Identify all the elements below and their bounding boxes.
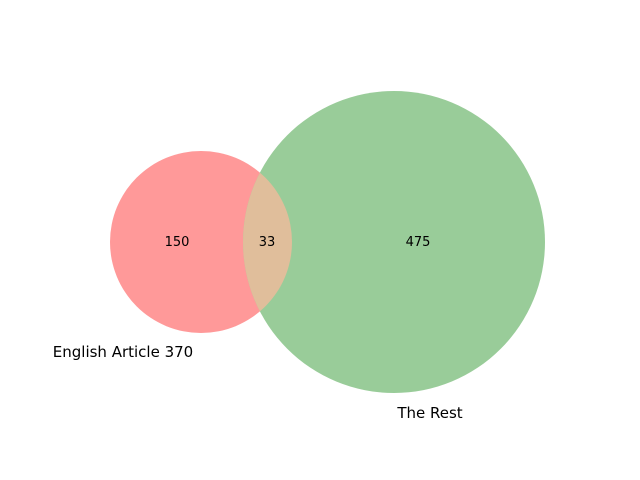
set-label-english-article-370: English Article 370: [53, 343, 193, 361]
set-circle-the-rest: [243, 91, 545, 393]
set-label-the-rest: The Rest: [396, 404, 462, 422]
intersection-count: 33: [259, 235, 276, 250]
left-only-count: 150: [165, 235, 190, 250]
set-circle-english-article-370: [110, 151, 292, 333]
right-only-count: 475: [406, 235, 431, 250]
